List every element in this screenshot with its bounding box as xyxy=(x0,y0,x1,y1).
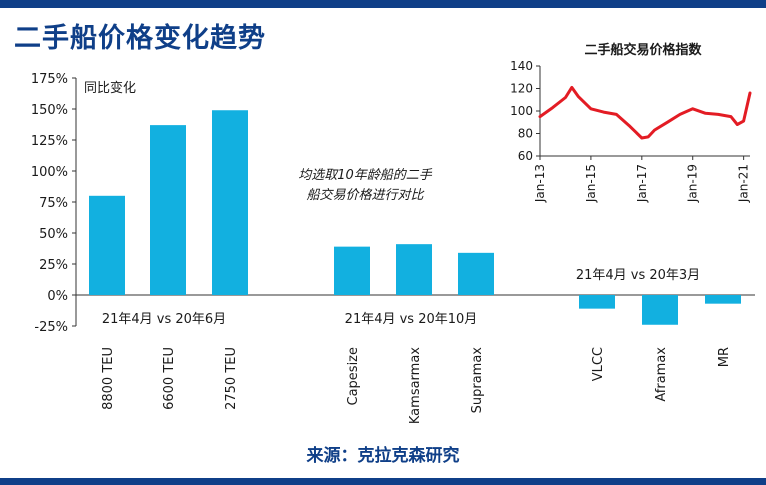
category-label: Kamsarmax xyxy=(408,347,423,424)
bar-kamsarmax xyxy=(396,244,432,295)
category-label: Aframax xyxy=(654,347,669,402)
price-index-line xyxy=(538,85,752,140)
inset-y-tick-label: 140 xyxy=(510,59,533,73)
y-tick-label: -25% xyxy=(34,320,68,335)
page-title: 二手船价格变化趋势 xyxy=(14,23,266,54)
inset-chart: 二手船交易价格指数 60 80 100 120 140 Jan-13 Jan-15 Jan-17… xyxy=(510,42,752,203)
y-axis-label: 同比变化 xyxy=(84,80,136,96)
inset-y-tick-label: 120 xyxy=(510,82,533,96)
bar-2750-teu xyxy=(212,110,248,296)
category-label: 2750 TEU xyxy=(224,347,239,410)
inset-title: 二手船交易价格指数 xyxy=(584,42,702,58)
y-tick-label: 100% xyxy=(31,165,68,180)
main-axes: -25% 0% 25% 50% 75% 100% 125% 150% 175% xyxy=(31,72,755,335)
category-label: VLCC xyxy=(591,347,606,381)
bar-6600-teu xyxy=(150,125,186,296)
category-label: MR xyxy=(717,347,732,367)
bar-8800-teu xyxy=(89,195,125,295)
y-tick-label: 75% xyxy=(39,196,68,211)
category-label: Supramax xyxy=(470,347,485,414)
inset-y-tick-label: 60 xyxy=(518,149,533,163)
annotation-text: 船交易价格进行对比 xyxy=(306,187,424,203)
group-label: 21年4月 vs 20年6月 xyxy=(102,312,226,327)
inset-x-tick-label: Jan-21 xyxy=(737,164,751,203)
bar-vlcc xyxy=(579,295,615,309)
inset-x-tick-label: Jan-17 xyxy=(635,164,649,203)
inset-y-tick-label: 100 xyxy=(510,104,533,118)
top-accent-bar xyxy=(0,0,766,8)
y-tick-label: 150% xyxy=(31,103,68,118)
inset-x-tick-label: Jan-13 xyxy=(533,164,547,203)
y-tick-label: 175% xyxy=(31,72,68,87)
y-tick-label: 25% xyxy=(39,258,68,273)
main-bars xyxy=(89,110,741,325)
bar-mr xyxy=(705,295,741,304)
category-label: Capesize xyxy=(346,347,361,406)
main-labels: 同比变化 8800 TEU 6600 TEU 2750 TEU 21年4月 vs 20年… xyxy=(84,80,732,424)
y-tick-label: 50% xyxy=(39,227,68,242)
inset-y-tick-label: 80 xyxy=(518,127,533,141)
category-label: 6600 TEU xyxy=(162,347,177,410)
bar-supramax xyxy=(458,252,494,295)
inset-x-tick-label: Jan-19 xyxy=(686,164,700,203)
annotation-text: 均选取10年龄船的二手 xyxy=(298,168,433,183)
source-note: 来源：克拉克森研究 xyxy=(306,446,460,466)
inset-x-tick-label: Jan-15 xyxy=(584,164,598,203)
group-label: 21年4月 vs 20年3月 xyxy=(576,268,700,283)
y-tick-label: 0% xyxy=(47,289,68,304)
bar-aframax xyxy=(642,295,678,325)
bar-capesize xyxy=(334,246,370,295)
y-tick-label: 125% xyxy=(31,134,68,149)
bottom-accent-bar xyxy=(0,478,766,485)
category-label: 8800 TEU xyxy=(101,347,116,410)
group-label: 21年4月 vs 20年10月 xyxy=(345,312,478,327)
